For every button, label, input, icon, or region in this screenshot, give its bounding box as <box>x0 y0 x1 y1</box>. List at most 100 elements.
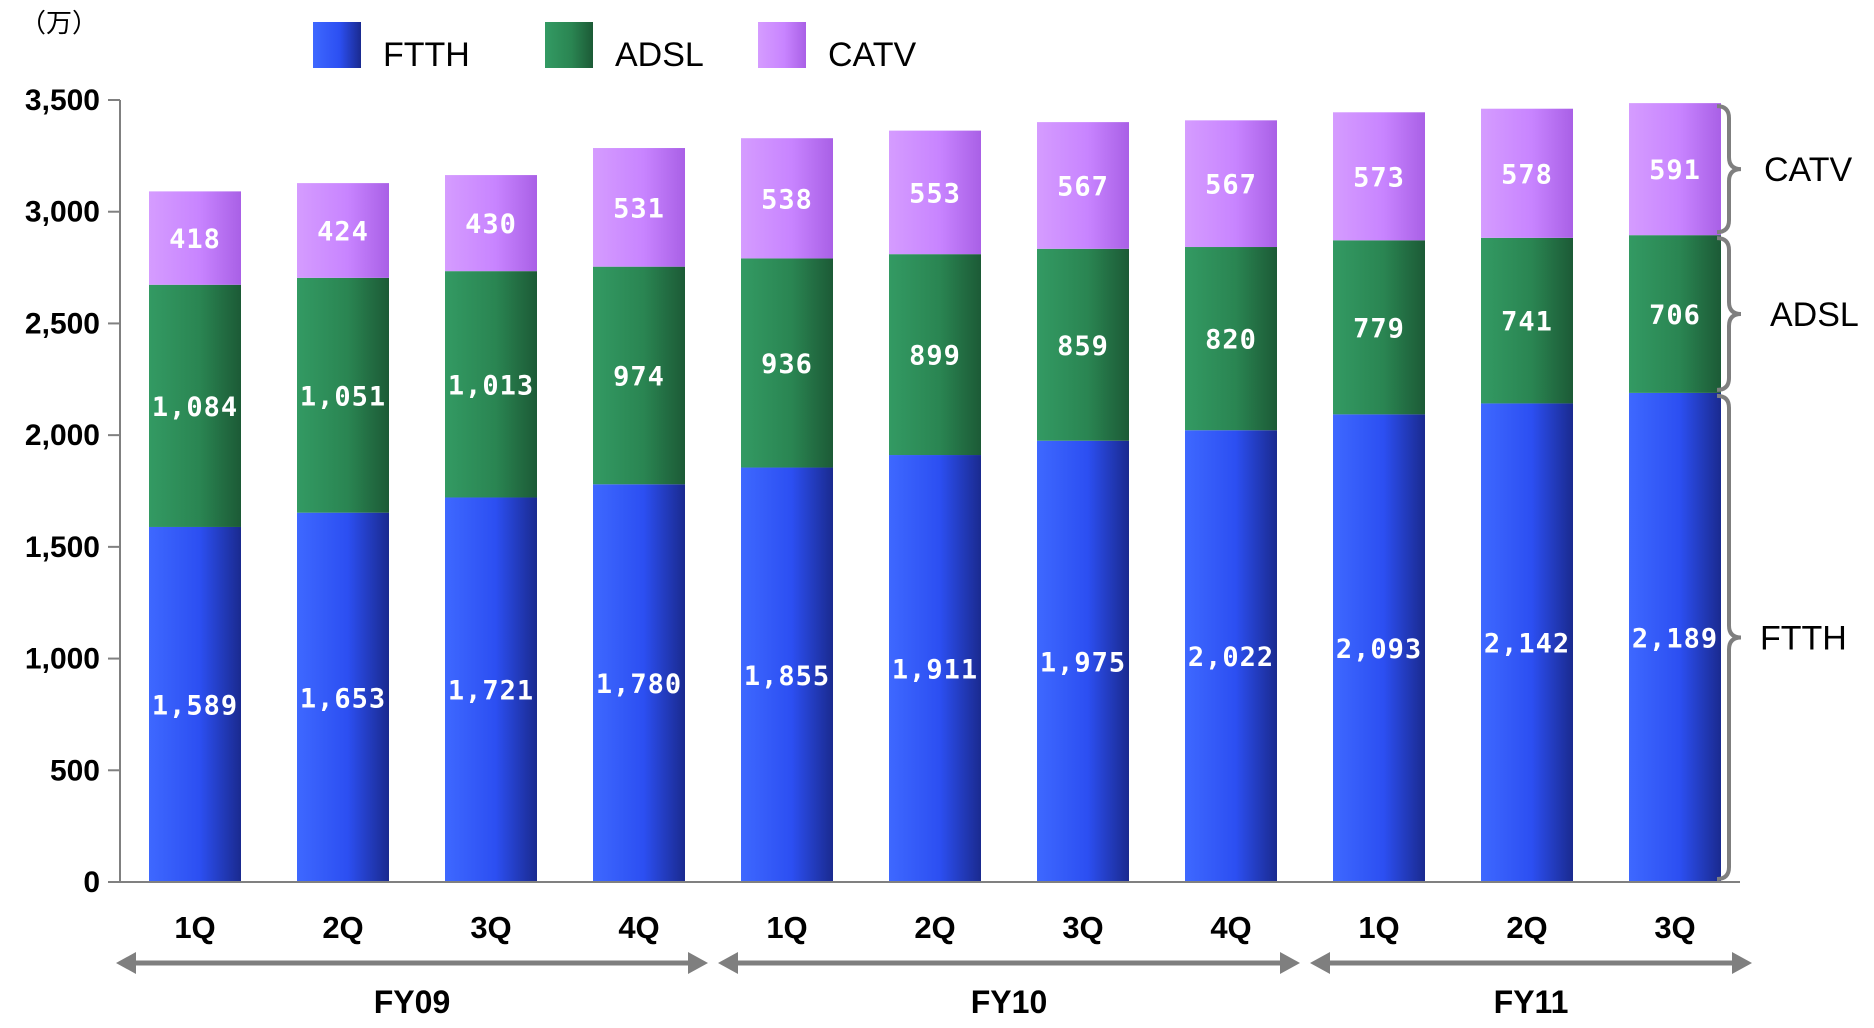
legend-label-catv: CATV <box>828 36 916 74</box>
data-label-catv: 567 <box>1057 171 1109 202</box>
fiscal-year-arrowhead-right <box>1732 952 1752 974</box>
fiscal-year-label: FY11 <box>1494 984 1569 1020</box>
bracket-label-adsl: ADSL <box>1770 296 1859 334</box>
data-label-catv: 430 <box>465 209 517 240</box>
bar-segment-catv <box>149 191 241 285</box>
data-label-ftth: 1,855 <box>744 661 830 692</box>
data-label-catv: 538 <box>761 184 813 215</box>
bar-segment-catv <box>889 130 981 255</box>
x-tick-label: 2Q <box>1506 910 1547 945</box>
bar-segment-ftth <box>593 484 685 882</box>
y-tick-label: 1,500 <box>25 531 100 564</box>
x-tick-label: 3Q <box>470 910 511 945</box>
legend-label-ftth: FTTH <box>383 36 470 74</box>
bar-segment-catv <box>1629 103 1721 236</box>
bar-segment-adsl <box>1185 247 1277 431</box>
data-label-adsl: 820 <box>1205 325 1257 356</box>
legend-swatch-catv <box>758 22 806 68</box>
bar-segment-catv <box>445 175 537 272</box>
data-label-catv: 573 <box>1353 162 1405 193</box>
data-label-adsl: 1,051 <box>300 381 386 412</box>
bracket-catv <box>1716 104 1742 235</box>
data-label-adsl: 1,084 <box>152 392 238 423</box>
bar-segment-adsl <box>889 254 981 456</box>
bar-segment-ftth <box>1629 392 1721 882</box>
x-tick-label: 2Q <box>322 910 363 945</box>
unit-label: （万） <box>20 8 98 38</box>
data-label-adsl: 741 <box>1501 307 1553 338</box>
bar-segment-ftth <box>1185 430 1277 882</box>
fiscal-year-label: FY09 <box>374 984 450 1020</box>
bar-segment-adsl <box>1481 237 1573 404</box>
data-label-adsl: 899 <box>909 341 961 372</box>
fiscal-year-arrowhead-right <box>1280 952 1300 974</box>
bar-segment-adsl <box>445 271 537 498</box>
legend-swatch-ftth <box>313 22 361 68</box>
data-label-ftth: 1,653 <box>300 683 386 714</box>
bar-segment-catv <box>1185 120 1277 248</box>
data-label-adsl: 779 <box>1353 313 1405 344</box>
x-tick-label: 2Q <box>914 910 955 945</box>
data-label-catv: 418 <box>169 224 221 255</box>
data-label-catv: 424 <box>317 216 369 247</box>
y-tick-label: 500 <box>50 754 100 787</box>
x-tick-label: 1Q <box>174 910 215 945</box>
y-tick-label: 0 <box>83 866 100 899</box>
y-tick-label: 2,000 <box>25 419 100 452</box>
legend: FTTH ADSL CATV <box>313 22 916 74</box>
x-tick-label: 4Q <box>1210 910 1251 945</box>
x-tick-label: 4Q <box>618 910 659 945</box>
bar-segment-ftth <box>1333 414 1425 882</box>
data-label-ftth: 2,093 <box>1336 634 1422 665</box>
bar-segment-catv <box>297 183 389 278</box>
bar-segment-adsl <box>297 277 389 513</box>
fiscal-year-arrowhead-left <box>1310 952 1330 974</box>
fiscal-year-arrowhead-right <box>688 952 708 974</box>
data-label-ftth: 1,721 <box>448 676 534 707</box>
data-label-ftth: 2,189 <box>1632 623 1718 654</box>
legend-label-adsl: ADSL <box>615 36 704 74</box>
y-tick-label: 3,000 <box>25 196 100 229</box>
data-label-adsl: 974 <box>613 361 665 392</box>
bars: 1,589 1,084 418 1,653 1,051 424 1,721 1,013 430 1… <box>149 103 1721 882</box>
bar-segment-adsl <box>593 266 685 485</box>
x-tick-label: 1Q <box>766 910 807 945</box>
data-label-catv: 553 <box>909 178 961 209</box>
data-label-adsl: 1,013 <box>448 370 534 401</box>
data-label-catv: 531 <box>613 193 665 224</box>
bar-segment-adsl <box>149 284 241 527</box>
x-axis: 1Q 2Q 3Q 4Q 1Q 2Q 3Q 4Q 1Q 2Q 3Q <box>120 881 1740 945</box>
data-label-catv: 591 <box>1649 155 1701 186</box>
y-axis: 0 500 1,000 1,500 2,000 2,500 3,000 3,500 <box>25 84 121 899</box>
x-tick-label: 3Q <box>1654 910 1695 945</box>
fiscal-year-groups: FY09 FY10 FY11 <box>116 952 1752 1020</box>
data-label-adsl: 936 <box>761 349 813 380</box>
bar-segment-ftth <box>445 497 537 882</box>
bracket-label-catv: CATV <box>1764 151 1852 189</box>
bar-segment-adsl <box>1037 248 1129 441</box>
y-tick-label: 1,000 <box>25 643 100 676</box>
data-label-ftth: 1,780 <box>596 669 682 700</box>
bar-segment-adsl <box>1333 240 1425 415</box>
bar-segment-ftth <box>1037 440 1129 882</box>
fiscal-year-arrowhead-left <box>718 952 738 974</box>
data-label-catv: 578 <box>1501 159 1553 190</box>
bar-segment-ftth <box>297 512 389 882</box>
bar-segment-adsl <box>1629 235 1721 393</box>
bar-segment-ftth <box>889 455 981 882</box>
y-tick-label: 3,500 <box>25 84 100 117</box>
fiscal-year-label: FY10 <box>971 984 1047 1020</box>
legend-swatch-adsl <box>545 22 593 68</box>
data-label-catv: 567 <box>1205 170 1257 201</box>
series-brackets: CATV ADSL FTTH <box>1716 104 1859 881</box>
bar-segment-catv <box>1333 112 1425 241</box>
bar-segment-ftth <box>1481 403 1573 882</box>
data-label-ftth: 2,022 <box>1188 642 1274 673</box>
bracket-adsl <box>1716 236 1742 392</box>
bracket-ftth <box>1716 393 1742 881</box>
bar-segment-catv <box>593 148 685 267</box>
bar-segment-catv <box>1037 122 1129 249</box>
data-label-ftth: 2,142 <box>1484 629 1570 660</box>
data-label-ftth: 1,911 <box>892 655 978 686</box>
